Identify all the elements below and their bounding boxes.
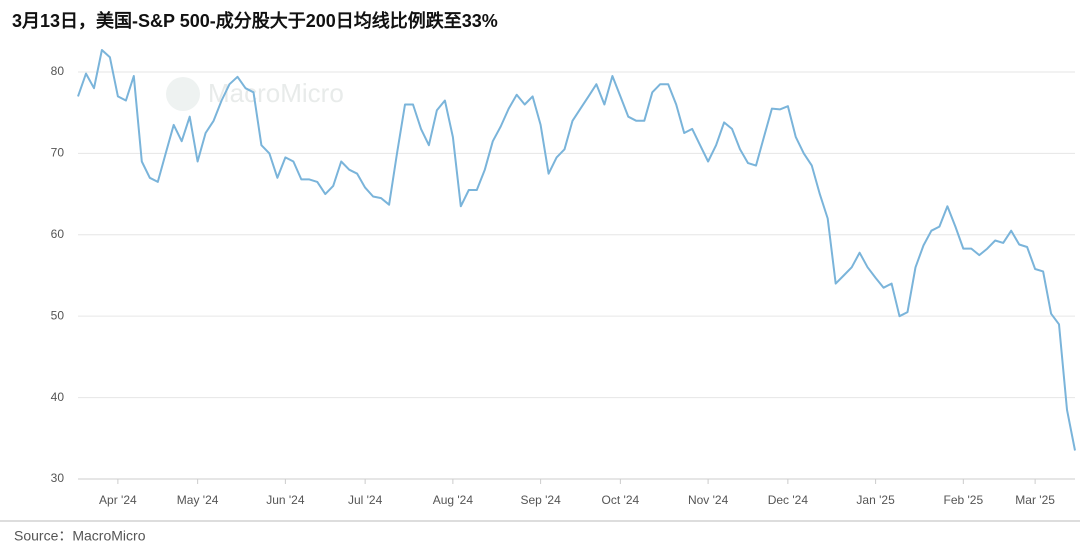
x-tick-label: Feb '25 [944,493,984,507]
source: Source：MacroMicro [14,528,146,544]
x-tick-label: Jan '25 [856,493,895,507]
x-tick-label: Oct '24 [602,493,640,507]
x-tick-label: Dec '24 [768,493,809,507]
chart-title: 3月13日，美国-S&P 500-成分股大于200日均线比例跌至33% [12,10,498,31]
y-tick-label: 40 [51,390,65,404]
y-tick-label: 30 [51,471,65,485]
x-tick-label: May '24 [177,493,219,507]
y-tick-label: 50 [51,308,65,322]
x-tick-label: Aug '24 [433,493,474,507]
x-tick-label: Jun '24 [266,493,305,507]
x-tick-label: Jul '24 [348,493,383,507]
x-tick-label: Sep '24 [520,493,561,507]
y-tick-label: 70 [51,146,65,160]
x-tick-label: Nov '24 [688,493,729,507]
x-tick-label: Apr '24 [99,493,137,507]
y-tick-label: 80 [51,64,65,78]
watermark-logo [166,77,200,111]
watermark: MacroMicro [208,78,344,108]
y-tick-label: 60 [51,227,65,241]
data-line [77,49,1076,451]
x-tick-label: Mar '25 [1015,493,1055,507]
